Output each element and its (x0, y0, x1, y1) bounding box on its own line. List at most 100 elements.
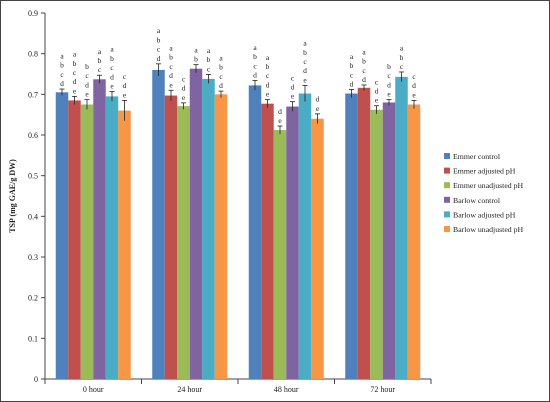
bar (118, 110, 131, 379)
significance-letter: e (375, 96, 379, 105)
significance-letter: e (123, 90, 127, 99)
legend-swatch (444, 211, 450, 218)
bar (189, 68, 203, 380)
legend-swatch (444, 196, 450, 203)
significance-letter: c (400, 62, 404, 71)
significance-letter: e (182, 93, 186, 102)
legend-entry: Emmer adjusted pH (453, 167, 516, 176)
significance-letter: a (98, 47, 102, 56)
bar (273, 130, 287, 379)
significance-letter: d (387, 80, 391, 89)
significance-letter: c (98, 65, 102, 74)
significance-letter: d (219, 81, 223, 90)
significance-letter: a (219, 53, 223, 62)
significance-letter: c (169, 62, 173, 71)
significance-letter: e (291, 92, 295, 101)
significance-letter: d (303, 66, 307, 75)
bar (152, 69, 165, 379)
significance-letter: b (85, 62, 89, 71)
legend-entry: Emmer unadjusted pH (453, 181, 524, 190)
y-tick-label: 0.3 (28, 253, 38, 262)
significance-letter: d (375, 87, 379, 96)
significance-letter: c (219, 72, 223, 81)
legend-swatch (444, 167, 450, 174)
significance-letter: a (303, 39, 307, 48)
significance-letter: e (85, 90, 89, 99)
significance-letter: a (110, 45, 114, 54)
bar (345, 93, 358, 380)
significance-letter: a (169, 43, 173, 52)
significance-letter: c (110, 63, 114, 72)
bar (55, 92, 69, 380)
bar (286, 106, 299, 380)
significance-letter: c (60, 70, 64, 79)
significance-letter: b (73, 59, 77, 68)
significance-letter: d (60, 79, 64, 88)
significance-letter: b (169, 53, 173, 62)
significance-letter: d (316, 95, 320, 104)
significance-letter: b (110, 54, 114, 63)
y-tick-label: 0.2 (28, 294, 38, 303)
bar (357, 87, 371, 380)
x-tick-label: 0 hour (83, 385, 104, 394)
significance-letter: c (207, 64, 211, 73)
significance-letter: c (387, 71, 391, 80)
significance-letter: e (387, 90, 391, 99)
significance-letter: c (412, 72, 416, 81)
significance-letter: d (110, 72, 114, 81)
legend-entry: Barlow adjusted pH (453, 210, 516, 219)
significance-letter: d (412, 81, 416, 90)
significance-letter: d (85, 80, 89, 89)
significance-letter: b (157, 35, 161, 44)
x-tick-label: 24 hour (177, 385, 202, 394)
significance-letter: b (194, 55, 198, 64)
significance-letter: a (350, 52, 354, 61)
significance-letter: e (73, 86, 77, 95)
significance-letter: a (157, 26, 161, 35)
significance-letter: c (375, 77, 379, 86)
bar (164, 95, 178, 379)
significance-letter: c (73, 68, 77, 77)
significance-letter: e (110, 81, 114, 90)
significance-letter: d (266, 80, 270, 89)
y-tick-label: 0.6 (28, 131, 38, 140)
significance-letter: b (362, 57, 366, 66)
y-tick-label: 0.9 (28, 9, 38, 18)
legend-entry: Emmer control (453, 152, 501, 161)
significance-letter: b (266, 62, 270, 71)
bar (407, 104, 421, 379)
significance-letter: c (182, 74, 186, 83)
bar (370, 109, 383, 379)
significance-letter: c (362, 66, 366, 75)
legend-swatch (444, 153, 450, 159)
significance-letter: e (412, 90, 416, 99)
bar (248, 85, 262, 380)
bar (80, 104, 94, 379)
significance-letter: b (98, 56, 102, 65)
significance-letter: a (362, 47, 366, 56)
significance-letter: c (266, 71, 270, 80)
significance-letter: d (182, 84, 186, 93)
significance-letter: e (278, 116, 282, 125)
bar (298, 93, 312, 380)
bar (177, 106, 190, 380)
significance-letter: e (303, 75, 307, 84)
significance-letter: b (207, 55, 211, 64)
significance-letter: c (303, 57, 307, 66)
y-tick-label: 0.5 (28, 172, 38, 181)
significance-letter: c (85, 71, 89, 80)
y-tick-label: 0.4 (28, 212, 38, 221)
significance-letter: c (350, 70, 354, 79)
bar (105, 96, 119, 379)
significance-letter: d (362, 75, 366, 84)
significance-letter: a (73, 50, 77, 59)
bar (382, 102, 396, 379)
x-tick-label: 48 hour (274, 385, 299, 394)
significance-letter: a (400, 44, 404, 53)
significance-letter: b (350, 61, 354, 70)
significance-letter: e (316, 104, 320, 113)
significance-letter: c (253, 61, 257, 70)
significance-letter: d (278, 107, 282, 116)
legend-entry: Barlow control (453, 196, 501, 205)
significance-letter: c (123, 72, 127, 81)
